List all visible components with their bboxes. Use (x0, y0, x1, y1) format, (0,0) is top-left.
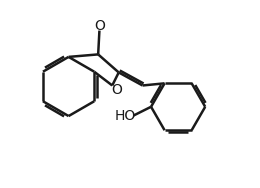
Text: O: O (111, 83, 122, 97)
Text: O: O (94, 19, 105, 33)
Text: HO: HO (115, 108, 136, 123)
